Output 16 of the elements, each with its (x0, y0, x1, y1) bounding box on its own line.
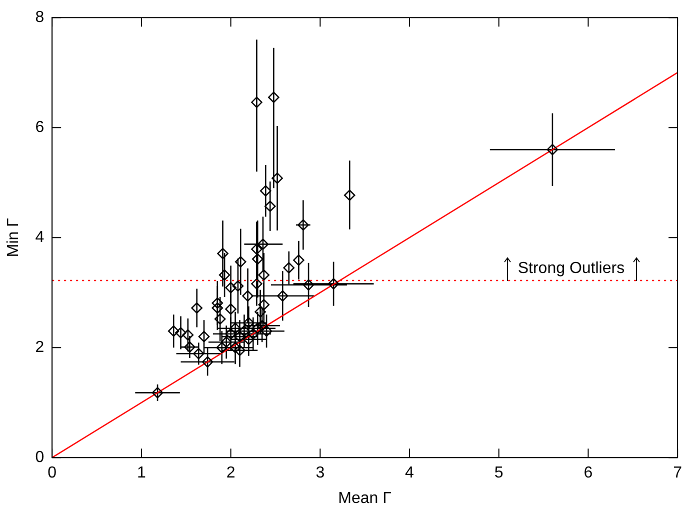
x-tick-label: 0 (48, 464, 57, 482)
y-tick-label: 0 (35, 449, 44, 466)
y-axis-title: Min Γ (5, 218, 22, 258)
x-tick-label: 2 (226, 464, 236, 482)
y-tick-label: 8 (35, 9, 44, 26)
y-tick-label: 4 (35, 229, 44, 246)
x-axis-title: Mean Γ (338, 490, 392, 507)
y-tick-label: 6 (35, 119, 44, 136)
x-tick-label: 5 (494, 464, 504, 482)
annotation: Strong Outliers (518, 260, 625, 277)
x-tick-label: 7 (673, 464, 682, 482)
x-tick-label: 4 (405, 464, 414, 482)
x-tick-label: 1 (136, 464, 146, 482)
x-tick-label: 6 (584, 464, 593, 482)
y-tick-label: 2 (35, 339, 44, 356)
x-tick-label: 3 (316, 464, 325, 482)
